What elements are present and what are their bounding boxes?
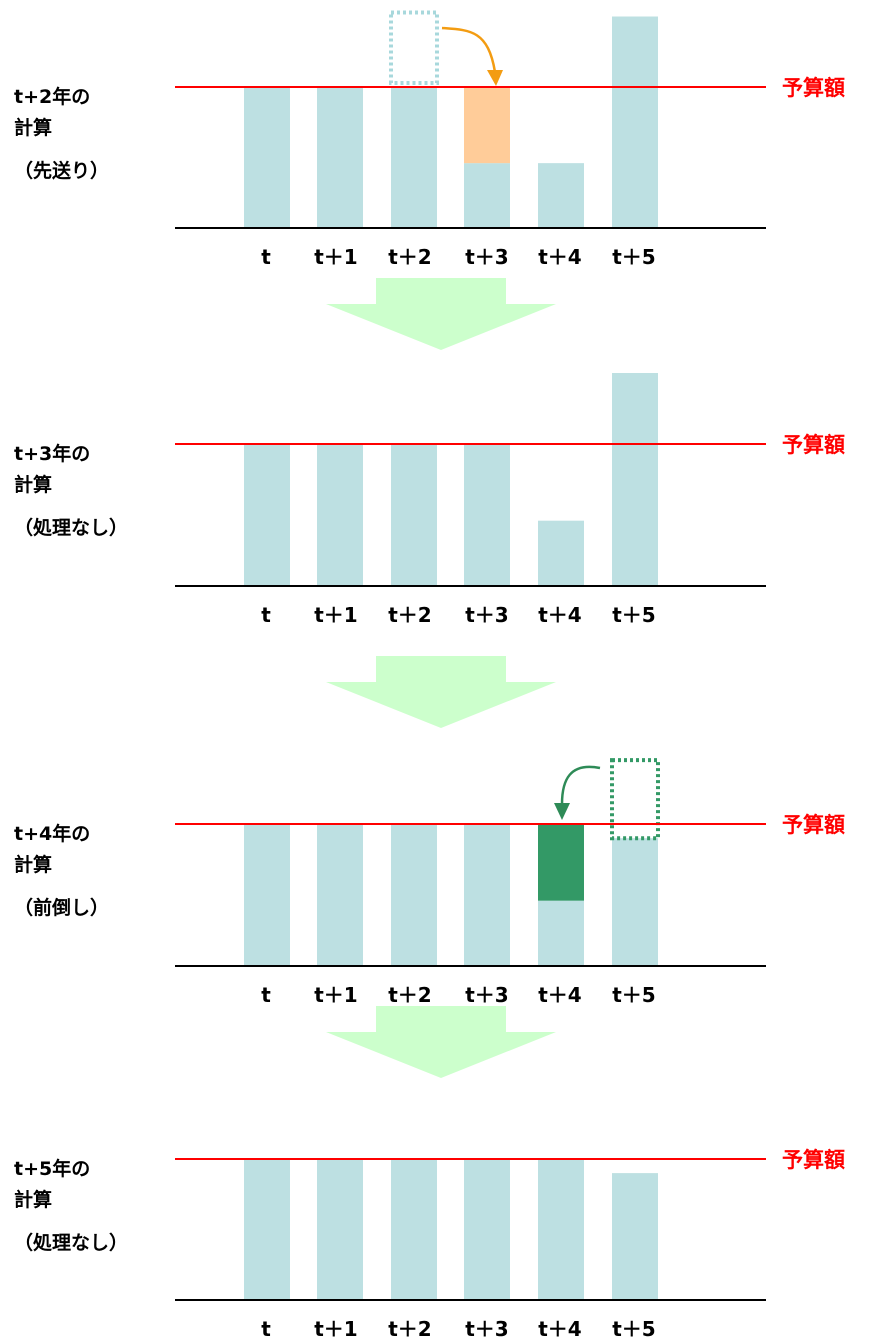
category-label: t＋5: [612, 603, 655, 627]
category-label: t＋2: [388, 245, 431, 269]
bar-5: [612, 838, 658, 966]
bar-1: [317, 444, 363, 586]
category-label: t＋2: [388, 1317, 431, 1341]
down-flow-arrow: [326, 656, 556, 728]
panel-label-line: 計算: [14, 1188, 52, 1211]
deferral-arrowhead: [487, 70, 503, 86]
category-label: t＋4: [538, 983, 581, 1007]
bar-4: [538, 163, 584, 228]
category-label: t＋3: [465, 245, 508, 269]
bar-4: [538, 900, 584, 966]
panel-label-line: （前倒し）: [14, 896, 109, 919]
category-label: t＋1: [314, 245, 357, 269]
panel-label-line: t+5年の: [14, 1157, 90, 1180]
category-label: t＋4: [538, 1317, 581, 1341]
bar-0: [244, 824, 290, 966]
bar-3: [464, 824, 510, 966]
panel-label-line: t+4年の: [14, 822, 90, 845]
moved-amount-ghost-box: [389, 10, 439, 85]
bar-1: [317, 1159, 363, 1300]
category-label: t＋5: [612, 1317, 655, 1341]
bar-5: [612, 16, 658, 228]
bar-3: [464, 163, 510, 228]
category-label: t: [261, 1317, 271, 1341]
bar-4: [538, 520, 584, 586]
panel-label-line: （先送り）: [14, 159, 109, 182]
category-label: t＋3: [465, 983, 508, 1007]
bar-2: [391, 1159, 437, 1300]
category-label: t: [261, 603, 271, 627]
bar-3: [464, 1159, 510, 1300]
bar-2: [391, 444, 437, 586]
bar-0: [244, 87, 290, 228]
category-label: t＋1: [314, 1317, 357, 1341]
bar-5: [612, 1173, 658, 1300]
advance-arrowhead: [554, 803, 570, 820]
bar-3: [464, 444, 510, 586]
advance-arrow: [560, 765, 601, 805]
category-label: t＋3: [465, 603, 508, 627]
budget-label: 予算額: [782, 1148, 845, 1172]
down-flow-arrow: [326, 1006, 556, 1078]
category-label: t＋2: [388, 603, 431, 627]
category-label: t＋4: [538, 245, 581, 269]
category-label: t＋5: [612, 983, 655, 1007]
category-label: t: [261, 983, 271, 1007]
deferral-arrow: [441, 26, 497, 73]
panel-label-line: t+2年の: [14, 85, 90, 108]
bar-0: [244, 444, 290, 586]
deferred-amount-segment: [464, 87, 510, 164]
budget-label: 予算額: [782, 813, 845, 837]
category-label: t＋2: [388, 983, 431, 1007]
bar-5: [612, 373, 658, 586]
panel-label-line: t+3年の: [14, 442, 90, 465]
bar-2: [391, 87, 437, 228]
down-flow-arrow: [326, 278, 556, 350]
category-label: t＋1: [314, 983, 357, 1007]
category-label: t: [261, 245, 271, 269]
bar-4: [538, 1159, 584, 1300]
category-label: t＋1: [314, 603, 357, 627]
advanced-amount-segment: [538, 824, 584, 901]
panel-label-line: 計算: [14, 116, 52, 139]
category-label: t＋5: [612, 245, 655, 269]
category-label: t＋3: [465, 1317, 508, 1341]
panel-label-line: （処理なし）: [14, 1231, 128, 1254]
panel-label-line: 計算: [14, 853, 52, 876]
bar-1: [317, 824, 363, 966]
bar-0: [244, 1159, 290, 1300]
moved-amount-ghost-box: [610, 758, 660, 841]
panel-label-line: （処理なし）: [14, 516, 128, 539]
bar-1: [317, 87, 363, 228]
budget-label: 予算額: [782, 433, 845, 457]
budget-label: 予算額: [782, 76, 845, 100]
category-label: t＋4: [538, 603, 581, 627]
bar-2: [391, 824, 437, 966]
panel-label-line: 計算: [14, 473, 52, 496]
